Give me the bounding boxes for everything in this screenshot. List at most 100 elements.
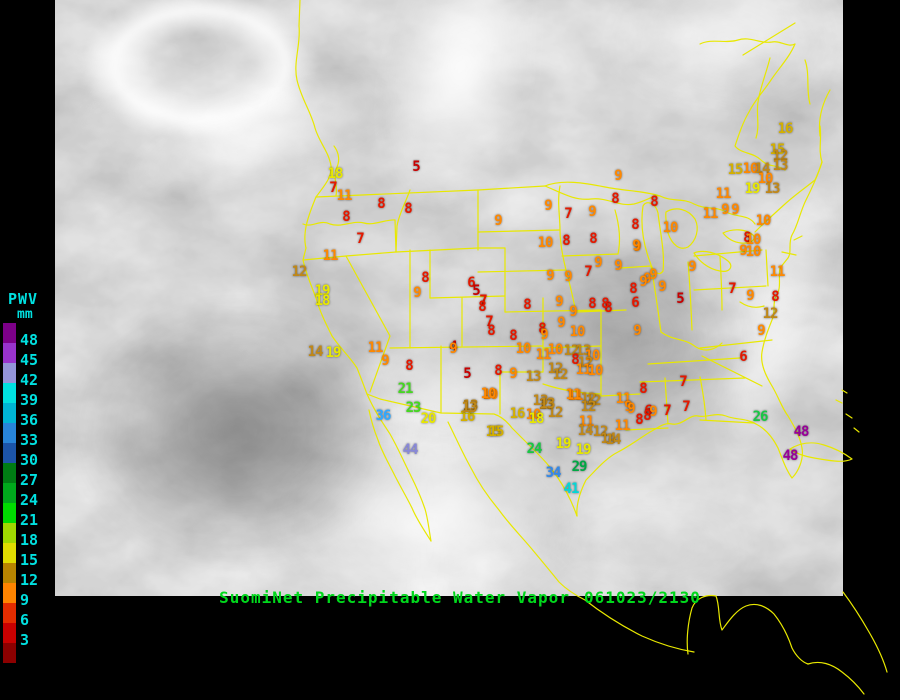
- station-pwv-value: 6: [739, 349, 748, 366]
- station-pwv-value: 9: [540, 327, 549, 344]
- station-pwv-value: 44: [402, 442, 419, 459]
- station-pwv-value: 48: [782, 448, 799, 465]
- station-pwv-value: 8: [601, 296, 610, 313]
- station-pwv-value: 9: [739, 243, 748, 260]
- station-pwv-value: 11: [578, 414, 595, 431]
- station-pwv-value: 10: [547, 342, 564, 359]
- station-pwv-value: 11: [322, 248, 339, 265]
- station-pwv-value: 36: [375, 408, 392, 425]
- station-pwv-value: 12: [547, 361, 564, 378]
- station-pwv-value: 9: [633, 239, 642, 256]
- satellite-image: [55, 0, 843, 596]
- station-pwv-value: 9: [594, 255, 603, 272]
- legend-scale: 48 45 42 39 36 33 30 27 24 21 18 15 12 9 6 3: [3, 323, 55, 663]
- station-pwv-value: 9: [381, 353, 390, 370]
- legend-entry: 30: [3, 443, 55, 468]
- station-pwv-value: 7: [564, 206, 573, 223]
- station-pwv-value: 26: [752, 409, 769, 426]
- station-pwv-value: 11: [565, 387, 582, 404]
- station-pwv-value: 12: [547, 405, 564, 422]
- station-pwv-value: 18: [327, 166, 344, 183]
- station-pwv-value: 10: [525, 407, 542, 424]
- legend-value-label: 18: [20, 531, 39, 549]
- station-pwv-value: 13: [532, 393, 549, 410]
- station-pwv-value: 10: [569, 324, 586, 341]
- station-pwv-value: 12: [585, 393, 602, 410]
- station-pwv-value: 10: [480, 386, 497, 403]
- station-pwv-value: 6: [467, 275, 476, 292]
- station-pwv-value: 7: [485, 314, 494, 331]
- station-pwv-value: 8: [650, 194, 659, 211]
- station-pwv-value: 8: [611, 191, 620, 208]
- station-pwv-value: 11: [769, 264, 786, 281]
- legend-swatch: [3, 403, 16, 423]
- station-pwv-value: 9: [643, 271, 652, 288]
- station-pwv-value: 9: [731, 202, 740, 219]
- station-pwv-value: 9: [757, 323, 766, 340]
- station-pwv-value: 9: [649, 404, 658, 421]
- legend-entry: 27: [3, 463, 55, 488]
- station-pwv-value: 9: [633, 323, 642, 340]
- station-pwv-value: 9: [449, 341, 458, 358]
- station-pwv-value: 11: [336, 188, 353, 205]
- legend-value-label: 36: [20, 411, 39, 429]
- station-pwv-value: 7: [679, 374, 688, 391]
- station-pwv-value: 12: [563, 343, 580, 360]
- station-pwv-value: 11: [614, 418, 631, 435]
- station-pwv-value: 15: [769, 142, 786, 159]
- station-pwv-value: 23: [405, 400, 422, 417]
- station-pwv-value: 14: [307, 344, 324, 361]
- legend-entry: 18: [3, 523, 55, 548]
- station-pwv-value: 8: [538, 321, 547, 338]
- legend-value-label: 15: [20, 551, 39, 569]
- station-pwv-value: 8: [421, 270, 430, 287]
- station-pwv-value: 9: [557, 315, 566, 332]
- station-pwv-value: 9: [658, 279, 667, 296]
- station-pwv-value: 10: [482, 387, 499, 404]
- station-pwv-value: 9: [688, 259, 697, 276]
- station-pwv-value: 18: [314, 293, 331, 310]
- station-pwv-value: 9: [546, 268, 555, 285]
- station-pwv-value: 8: [631, 217, 640, 234]
- station-pwv-value: 4: [449, 339, 458, 356]
- legend-value-label: 48: [20, 331, 39, 349]
- station-pwv-value: 8: [743, 230, 752, 247]
- legend-value-label: 24: [20, 491, 39, 509]
- station-pwv-value: 41: [563, 481, 580, 498]
- station-pwv-value: 16: [777, 121, 794, 138]
- station-pwv-value: 5: [463, 366, 472, 383]
- legend-entry: 42: [3, 363, 55, 388]
- legend-value-label: 42: [20, 371, 39, 389]
- station-pwv-value: 12: [592, 424, 609, 441]
- legend-entry: 6: [3, 603, 55, 628]
- station-pwv-value: 14: [605, 432, 622, 449]
- station-pwv-value: 9: [588, 204, 597, 221]
- station-pwv-value: 5: [472, 283, 481, 300]
- station-pwv-value: 13: [575, 343, 592, 360]
- station-pwv-value: 24: [526, 441, 543, 458]
- legend-value-label: 39: [20, 391, 39, 409]
- station-pwv-value: 9: [639, 274, 648, 291]
- station-pwv-value: 11: [367, 340, 384, 357]
- legend-entry: 12: [3, 563, 55, 588]
- station-pwv-value: 19: [314, 283, 331, 300]
- station-pwv-value: 9: [649, 267, 658, 284]
- station-pwv-value: 9: [746, 288, 755, 305]
- station-pwv-value: 9: [555, 294, 564, 311]
- legend-entry: 24: [3, 483, 55, 508]
- station-pwv-value: 11: [575, 362, 592, 379]
- station-pwv-value: 9: [614, 258, 623, 275]
- station-pwv-value: 20: [420, 411, 437, 428]
- station-pwv-value: 9: [632, 238, 641, 255]
- station-pwv-value: 8: [588, 296, 597, 313]
- station-pwv-value: 8: [487, 323, 496, 340]
- station-pwv-value: 8: [771, 289, 780, 306]
- legend-swatch: [3, 603, 16, 623]
- legend-entry: 45: [3, 343, 55, 368]
- pwv-color-legend: PWV mm 48 45 42 39 36 33 30 27 24 21 18 15 12 9 6 3: [3, 290, 55, 663]
- station-pwv-value: 10: [742, 161, 759, 178]
- legend-value-label: 27: [20, 471, 39, 489]
- station-pwv-value: 8: [604, 300, 613, 317]
- station-pwv-value: 8: [562, 233, 571, 250]
